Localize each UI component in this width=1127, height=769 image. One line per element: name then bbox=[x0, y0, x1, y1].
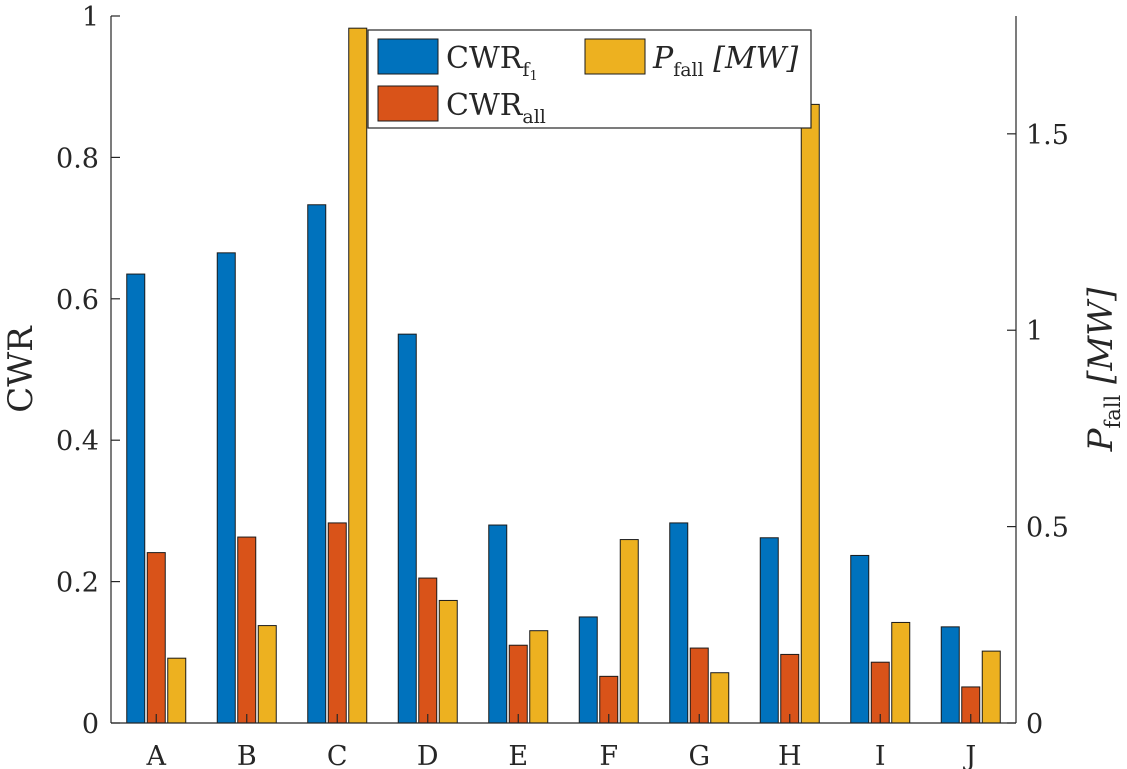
legend-swatch-cwr-all bbox=[377, 85, 439, 122]
bar-cwr-f1-a bbox=[126, 273, 146, 724]
y-left-tick-label: 0.6 bbox=[56, 285, 99, 316]
legend-label-base: CWR bbox=[446, 88, 524, 123]
x-tick-label: B bbox=[237, 741, 257, 769]
bar-p-fall-mw--f bbox=[619, 539, 639, 724]
legend-label-subsubscript: 1 bbox=[529, 69, 537, 84]
bar-cwr-f1-f bbox=[578, 616, 598, 724]
legend-swatch-cwr-f1 bbox=[377, 38, 439, 75]
bar-p-fall-mw--h bbox=[800, 103, 820, 724]
bar-cwr-all-e bbox=[508, 644, 528, 724]
x-tick-label: J bbox=[962, 741, 976, 769]
bar-cwr-all-g bbox=[689, 647, 709, 724]
bar-cwr-all-h bbox=[780, 653, 800, 724]
bar-p-fall-mw--c bbox=[348, 27, 368, 724]
y-left-tick-label: 0 bbox=[82, 709, 99, 740]
bar-cwr-f1-e bbox=[488, 524, 508, 724]
y-right-tick-label: 0 bbox=[1026, 709, 1043, 740]
bar-cwr-f1-j bbox=[940, 626, 960, 724]
bar-cwr-f1-c bbox=[307, 204, 327, 724]
bar-p-fall-mw--i bbox=[891, 621, 911, 724]
bar-cwr-f1-d bbox=[397, 333, 417, 724]
legend-label-unit: [MW] bbox=[704, 41, 799, 76]
y-left-tick-label: 0.4 bbox=[56, 426, 99, 457]
bar-cwr-f1-i bbox=[850, 554, 870, 724]
bar-cwr-f1-g bbox=[669, 522, 689, 724]
bar-cwr-f1-h bbox=[759, 537, 779, 724]
x-tick-label: F bbox=[599, 741, 618, 769]
bars-layer bbox=[126, 27, 1001, 724]
bar-p-fall-mw--d bbox=[438, 599, 458, 724]
bar-p-fall-mw--j bbox=[981, 650, 1001, 724]
y-right-title-unit: [MW] bbox=[1081, 287, 1121, 395]
bar-p-fall-mw--a bbox=[167, 657, 187, 724]
y-right-tick-label: 1.5 bbox=[1026, 120, 1069, 151]
legend-label-base: P bbox=[652, 41, 674, 76]
y-right-tick-label: 1 bbox=[1026, 316, 1043, 347]
bar-p-fall-mw--e bbox=[529, 630, 549, 724]
bar-cwr-all-b bbox=[237, 536, 257, 724]
bar-p-fall-mw--g bbox=[710, 672, 730, 724]
legend-label-subscript: f bbox=[522, 59, 531, 81]
bar-cwr-all-i bbox=[870, 661, 890, 724]
legend-label-cwr-f1: CWRf1 bbox=[446, 41, 538, 84]
legend-label-subscript: fall bbox=[673, 59, 704, 81]
legend-label-base: CWR bbox=[446, 41, 524, 76]
legend-label-subscript: all bbox=[522, 106, 545, 128]
legend-label-p-fall-mw-: Pfall [MW] bbox=[652, 41, 798, 81]
bar-cwr-f1-b bbox=[216, 252, 236, 724]
x-tick-label: C bbox=[327, 741, 348, 769]
x-tick-label: H bbox=[778, 741, 802, 769]
x-tick-label: D bbox=[417, 741, 439, 769]
y-left-axis-title: CWR bbox=[1, 325, 41, 413]
x-tick-label: E bbox=[508, 741, 528, 769]
y-right-tick-label: 0.5 bbox=[1026, 513, 1069, 544]
y-right-title-symbol: P bbox=[1081, 427, 1121, 452]
bar-p-fall-mw--b bbox=[257, 625, 277, 724]
x-tick-label: G bbox=[688, 741, 710, 769]
x-tick-label: A bbox=[146, 741, 167, 769]
bar-cwr-all-a bbox=[146, 552, 166, 724]
legend-label-cwr-all: CWRall bbox=[446, 88, 546, 128]
bar-cwr-all-c bbox=[327, 522, 347, 724]
y-right-axis-title: Pfall [MW] bbox=[1081, 287, 1125, 452]
legend-swatch-p-fall-mw- bbox=[584, 38, 646, 75]
y-left-tick-label: 0.2 bbox=[56, 568, 99, 599]
x-tick-label: I bbox=[875, 741, 886, 769]
y-left-tick-label: 0.8 bbox=[56, 143, 99, 174]
bar-cwr-all-d bbox=[418, 577, 438, 724]
y-right-title-subscript: fall bbox=[1101, 394, 1125, 428]
y-left-tick-label: 1 bbox=[82, 2, 99, 33]
